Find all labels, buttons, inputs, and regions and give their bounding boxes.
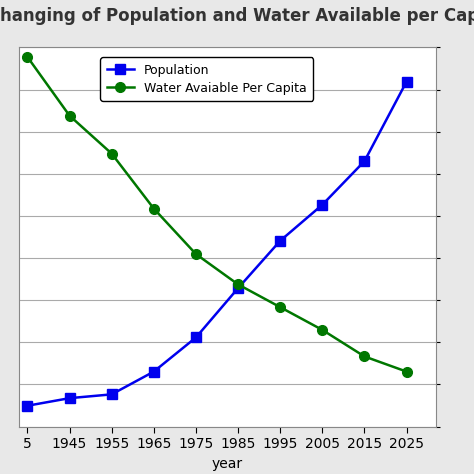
Line: Water Avaiable Per Capita: Water Avaiable Per Capita	[23, 52, 411, 376]
Water Avaiable Per Capita	[404, 369, 410, 374]
Population	[404, 79, 410, 84]
Text: hanging of Population and Water Available per Capi: hanging of Population and Water Availabl…	[0, 7, 474, 25]
Population	[109, 392, 115, 397]
Population	[151, 369, 156, 374]
Population	[235, 285, 241, 291]
Line: Population: Population	[23, 77, 411, 410]
Legend: Population, Water Avaiable Per Capita: Population, Water Avaiable Per Capita	[100, 57, 313, 101]
Water Avaiable Per Capita	[362, 354, 367, 359]
Water Avaiable Per Capita	[319, 327, 325, 333]
Water Avaiable Per Capita	[277, 304, 283, 310]
Water Avaiable Per Capita	[109, 151, 115, 156]
Population	[277, 238, 283, 244]
Water Avaiable Per Capita	[67, 113, 73, 118]
Population	[193, 335, 199, 340]
Water Avaiable Per Capita	[193, 251, 199, 257]
Population	[25, 403, 30, 409]
X-axis label: year: year	[212, 456, 243, 471]
Population	[67, 395, 73, 401]
Water Avaiable Per Capita	[235, 282, 241, 287]
Water Avaiable Per Capita	[151, 206, 156, 211]
Population	[319, 202, 325, 208]
Population	[362, 158, 367, 164]
Water Avaiable Per Capita	[25, 54, 30, 60]
